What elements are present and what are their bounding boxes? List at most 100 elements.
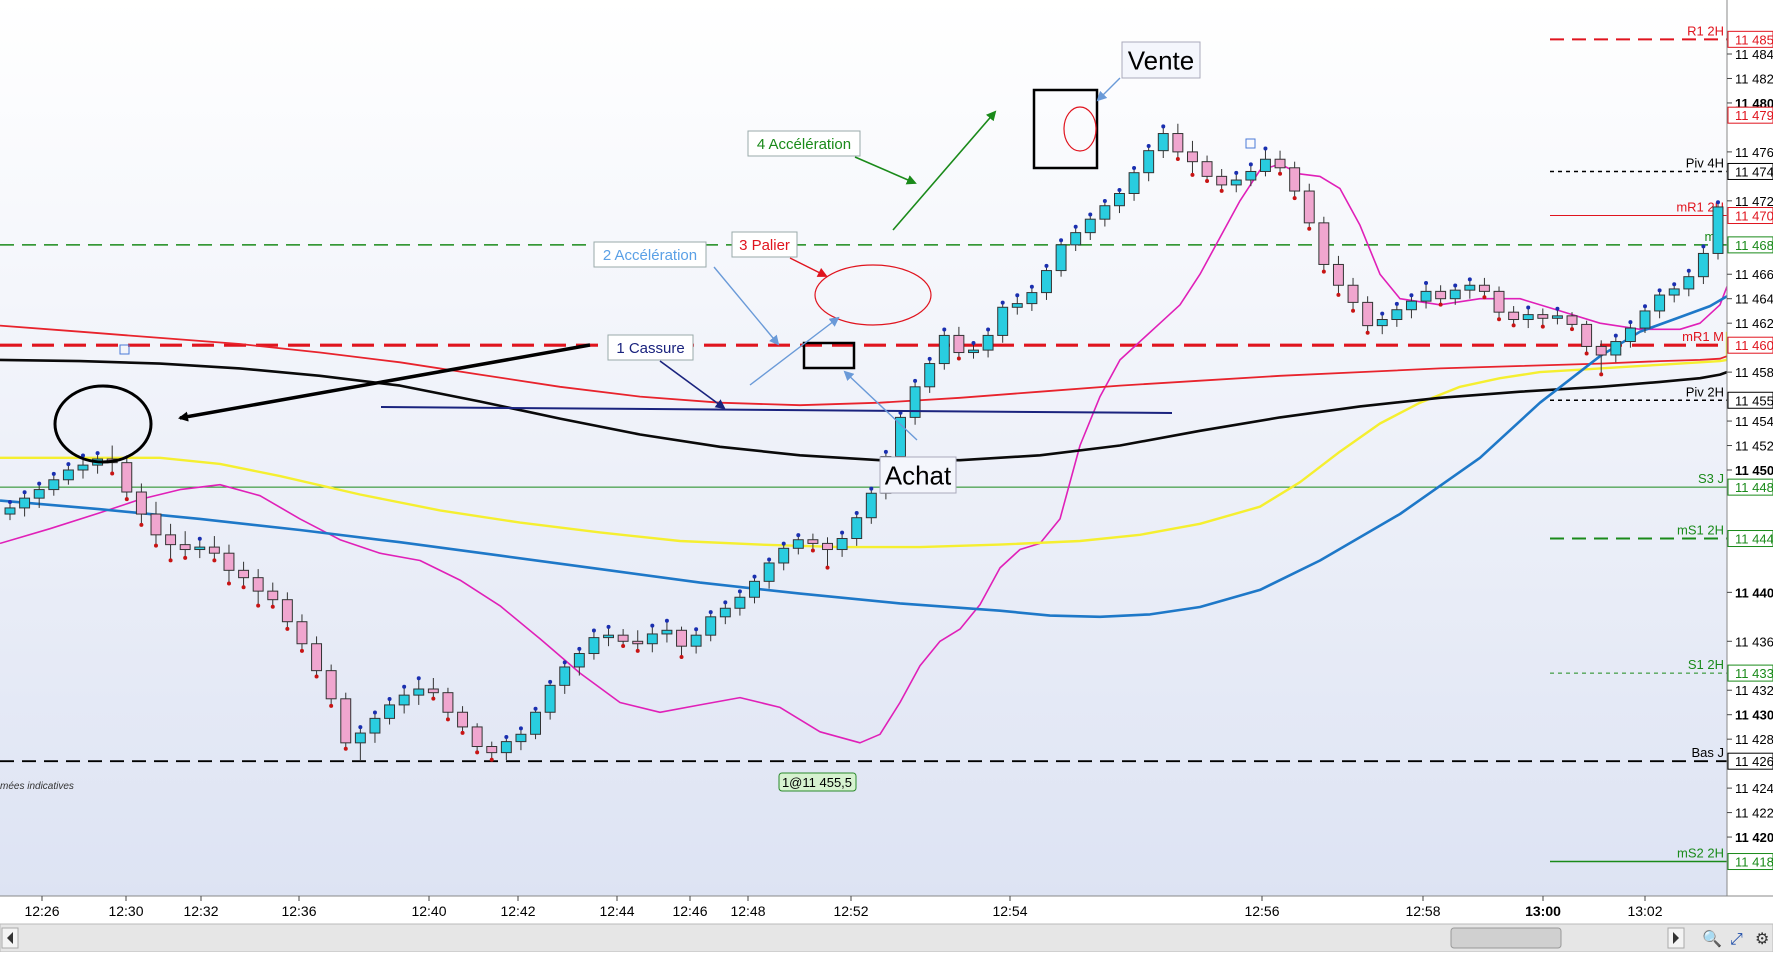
candle-up[interactable] [48,471,60,496]
candle-up[interactable] [1011,293,1023,315]
candle-down[interactable] [121,455,133,502]
candle-up[interactable] [1654,288,1666,319]
settings-icon[interactable]: ⚙ [1755,931,1769,948]
candle-up[interactable] [1143,143,1155,182]
candle-down[interactable] [1566,312,1578,332]
candle-up[interactable] [1551,306,1563,325]
candle-up[interactable] [588,628,600,660]
candle-down[interactable] [1595,340,1607,377]
candle-down[interactable] [1347,277,1359,313]
candle-down[interactable] [311,636,323,679]
candle-up[interactable] [1084,212,1096,240]
candle-up[interactable] [1683,268,1695,297]
candle-up[interactable] [1041,263,1052,300]
candle-up[interactable] [398,684,410,714]
candle-down[interactable] [267,582,279,609]
candle-up[interactable] [1259,146,1271,177]
candle-up[interactable] [1128,166,1140,201]
candle-down[interactable] [1581,320,1593,356]
candle-up[interactable] [384,697,396,725]
candle-up[interactable] [33,481,45,508]
candle-down[interactable] [632,630,644,653]
candle-up[interactable] [1070,224,1082,251]
candle-up[interactable] [1157,124,1169,159]
candle-up[interactable] [982,327,994,358]
candle-up[interactable] [1464,277,1476,299]
candle-down[interactable] [1362,296,1374,335]
candle-up[interactable] [646,623,658,653]
candle-down[interactable] [676,626,687,659]
candle-down[interactable] [486,741,498,762]
candle-down[interactable] [953,326,965,361]
candle-down[interactable] [617,629,629,648]
candle-up[interactable] [836,530,848,557]
candle-up[interactable] [661,618,673,643]
candle-up[interactable] [1405,293,1417,319]
candle-up[interactable] [1245,162,1257,187]
candle-down[interactable] [135,483,147,527]
candle-up[interactable] [559,660,571,694]
candle-up[interactable] [895,410,906,463]
candle-up[interactable] [77,453,89,479]
candle-up[interactable] [354,725,366,762]
candle-down[interactable] [252,569,264,608]
zoom-icon[interactable]: 🔍 [1702,928,1722,948]
candle-up[interactable] [1697,244,1709,285]
candle-down[interactable] [1172,123,1184,162]
candle-down[interactable] [442,687,454,722]
candle-up[interactable] [1639,304,1651,333]
candle-up[interactable] [734,589,746,616]
candle-up[interactable] [1668,282,1680,303]
candle-up[interactable] [763,557,775,589]
candle-up[interactable] [705,610,717,642]
candle-up[interactable] [1610,333,1622,363]
candle-up[interactable] [62,462,74,485]
candle-down[interactable] [1508,306,1520,328]
candle-up[interactable] [1055,238,1067,277]
candle-down[interactable] [223,544,235,586]
candle-up[interactable] [909,378,921,425]
candle-down[interactable] [1478,277,1490,300]
candle-up[interactable] [1420,281,1432,309]
candle-down[interactable] [340,692,352,751]
candle-down[interactable] [1216,169,1228,193]
scroll-thumb[interactable] [1450,927,1562,949]
candle-down[interactable] [165,523,177,563]
candle-up[interactable] [603,624,614,647]
candle-down[interactable] [281,592,293,631]
candle-up[interactable] [1522,305,1534,329]
candle-down[interactable] [1332,255,1344,297]
candle-up[interactable] [1712,200,1724,260]
candle-down[interactable] [1493,286,1505,322]
candle-up[interactable] [515,726,527,751]
candle-up[interactable] [544,679,556,720]
candle-up[interactable] [865,486,877,524]
candle-down[interactable] [822,537,833,570]
candle-down[interactable] [179,531,191,560]
candle-down[interactable] [1201,155,1213,184]
candle-down[interactable] [1537,308,1549,329]
candle-up[interactable] [1391,301,1403,327]
candle-up[interactable] [997,300,1009,343]
candle-down[interactable] [1435,285,1447,307]
candle-down[interactable] [150,501,162,548]
candle-down[interactable] [325,664,337,708]
candle-up[interactable] [1099,199,1111,227]
candle-up[interactable] [792,533,804,555]
candle-up[interactable] [1624,320,1636,348]
candle-up[interactable] [690,627,702,654]
candle-down[interactable] [1186,140,1198,177]
candle-down[interactable] [1318,216,1330,274]
candle-up[interactable] [413,676,425,705]
candle-up[interactable] [1230,170,1242,193]
candle-up[interactable] [194,536,206,559]
candle-up[interactable] [719,600,731,625]
candle-up[interactable] [1376,311,1388,335]
candle-up[interactable] [938,327,950,370]
candle-up[interactable] [968,340,979,359]
candle-down[interactable] [457,706,469,735]
candle-down[interactable] [1303,183,1315,231]
candle-up[interactable] [749,574,760,604]
candle-up[interactable] [4,500,16,521]
